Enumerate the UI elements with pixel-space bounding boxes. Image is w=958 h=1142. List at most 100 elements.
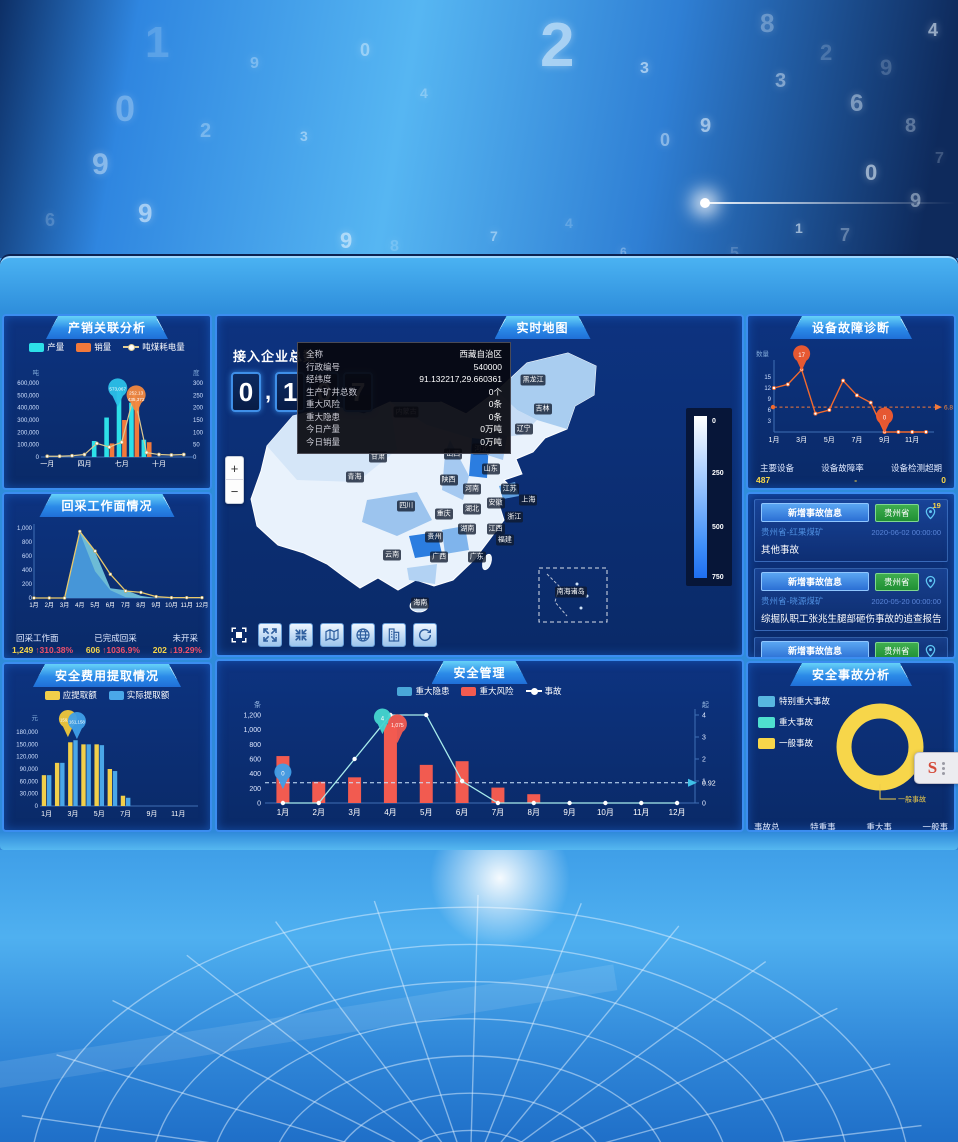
footer-stat-label: 一般事 (922, 822, 948, 832)
footer-stat-value: 606 ↑1036.9% (85, 645, 140, 655)
province-label: 海南 (411, 597, 430, 609)
svg-text:3月: 3月 (348, 808, 360, 817)
svg-text:8月: 8月 (528, 808, 540, 817)
panel-title: 回采工作面情况 (39, 494, 174, 517)
svg-text:5月: 5月 (824, 436, 835, 444)
footer-stat-value: 0 (941, 475, 946, 485)
legend-swatch (461, 686, 477, 696)
browser-extension-widget[interactable]: S (914, 752, 958, 784)
accident-list-item[interactable]: 新增事故信息 贵州省 (754, 637, 948, 657)
svg-text:2月: 2月 (45, 602, 54, 609)
province-tag: 贵州省 (875, 572, 919, 591)
tooltip-row: 重大风险 0条 (306, 399, 502, 409)
background-digit: 6 (850, 90, 864, 117)
counter-digit: 0 (231, 372, 261, 412)
footer-stat-value: 487 (756, 475, 771, 485)
svg-text:0: 0 (883, 415, 887, 421)
panel-accident-list: 新增事故信息 贵州省 19 贵州省-红果煤矿 2020-06-02 00:00:00 其他… (746, 492, 956, 659)
svg-text:元: 元 (32, 714, 39, 722)
background-digit: 9 (880, 55, 893, 80)
panel-title: 安全管理 (431, 661, 527, 684)
legend-swatch (76, 342, 92, 352)
svg-text:1: 1 (702, 779, 706, 786)
accident-badge: 新增事故信息 (761, 572, 869, 591)
svg-text:1月: 1月 (41, 810, 52, 818)
province-label: 湖南 (458, 523, 477, 535)
counter-comma: , (265, 379, 272, 404)
map-layers-icon[interactable] (320, 623, 344, 647)
accident-badge: 新增事故信息 (761, 641, 869, 657)
accident-list-item[interactable]: 新增事故信息 贵州省 贵州省-晓源煤矿 2020-05-20 00:00:00 综掘队职… (754, 568, 948, 631)
legend-swatch (29, 342, 45, 352)
refresh-icon[interactable] (413, 623, 437, 647)
province-label: 云南 (383, 549, 402, 560)
scale-tick: 0 (712, 418, 716, 425)
province-tag: 贵州省 (875, 641, 919, 657)
svg-text:250: 250 (193, 393, 204, 399)
svg-text:0: 0 (36, 455, 40, 461)
svg-text:0: 0 (702, 801, 706, 808)
footer-stat-label: 主要设备 (760, 463, 795, 473)
drag-handle-icon (942, 761, 946, 775)
accident-description: 其他事故 (761, 545, 800, 556)
panel-title: 安全费用提取情况 (33, 664, 181, 687)
svg-text:800: 800 (22, 540, 33, 546)
expand-icon[interactable] (258, 623, 282, 647)
svg-text:9月: 9月 (152, 602, 161, 609)
footer-stat-value: 1,249 ↑310.38% (12, 645, 74, 655)
pin-count: 19 (932, 500, 941, 510)
legend-item: 重大隐患 (397, 685, 449, 697)
svg-text:9月: 9月 (563, 808, 575, 817)
svg-text:1,075: 1,075 (391, 723, 404, 729)
svg-text:3: 3 (768, 419, 772, 425)
panel-safety-fee: 安全费用提取情况 应提取额 实际提取额 0 30,000 60,000 90,000 12… (2, 662, 212, 832)
scale-tick: 750 (712, 574, 724, 581)
footer-stat-label: 事故总 (754, 822, 780, 832)
svg-text:6月: 6月 (456, 808, 468, 817)
zoom-in-button[interactable]: + (226, 457, 243, 480)
svg-text:十月: 十月 (152, 459, 166, 468)
building-icon[interactable] (382, 623, 406, 647)
frame-select-icon[interactable] (227, 623, 251, 647)
svg-text:3月: 3月 (60, 602, 69, 609)
svg-text:500,000: 500,000 (17, 393, 39, 399)
zoom-out-button[interactable]: − (230, 484, 239, 499)
map-pin-icon (925, 575, 936, 589)
panel-accident-analysis: 安全事故分析 特别重大事故 重大事故 一般事故 一般事故 事故总 特重事 重大事 一般事 (746, 661, 956, 832)
svg-text:400,000: 400,000 (17, 406, 39, 412)
svg-text:60,000: 60,000 (20, 779, 39, 785)
accident-date: 2020-06-02 00:00:00 (871, 528, 941, 537)
panel-title: 安全事故分析 (790, 663, 912, 686)
svg-text:10月: 10月 (597, 808, 614, 817)
scale-tick: 250 (712, 470, 724, 477)
legend-item: 产量 (29, 341, 64, 353)
legend-item: 重大事故 (758, 716, 830, 728)
background-digit: 7 (840, 225, 851, 245)
province-label: 广东 (467, 551, 486, 563)
background-digit: 0 (865, 160, 878, 185)
svg-text:600: 600 (249, 757, 261, 764)
footer-stat-label: 设备故障率 (821, 463, 864, 473)
svg-text:0: 0 (193, 455, 197, 461)
svg-text:11月: 11月 (171, 810, 185, 818)
legend-line-swatch (123, 343, 140, 351)
accident-list-item[interactable]: 新增事故信息 贵州省 19 贵州省-红果煤矿 2020-06-02 00:00:00 其他… (754, 499, 948, 562)
background-digit: 4 (928, 20, 939, 40)
svg-text:四月: 四月 (77, 460, 91, 468)
svg-text:252.13: 252.13 (129, 391, 143, 396)
compress-icon[interactable] (289, 623, 313, 647)
svg-text:6: 6 (768, 408, 772, 414)
accident-list: 新增事故信息 贵州省 19 贵州省-红果煤矿 2020-06-02 00:00:00 其他… (748, 499, 954, 657)
legend-item: 实际提取额 (108, 689, 169, 701)
svg-text:9: 9 (768, 397, 772, 403)
svg-text:9月: 9月 (879, 436, 890, 444)
svg-text:800: 800 (249, 742, 261, 749)
legend-swatch (44, 690, 60, 700)
background-digit: 0 (360, 40, 371, 60)
province-label: 陕西 (439, 474, 458, 486)
mining-footer: 回采工作面 已完成回采 未开采 1,249 ↑310.38% 606 ↑1036.9% 202… (4, 630, 210, 658)
globe-icon[interactable] (351, 623, 375, 647)
background-digit: 4 (420, 85, 428, 101)
province-label: 重庆 (434, 508, 453, 520)
